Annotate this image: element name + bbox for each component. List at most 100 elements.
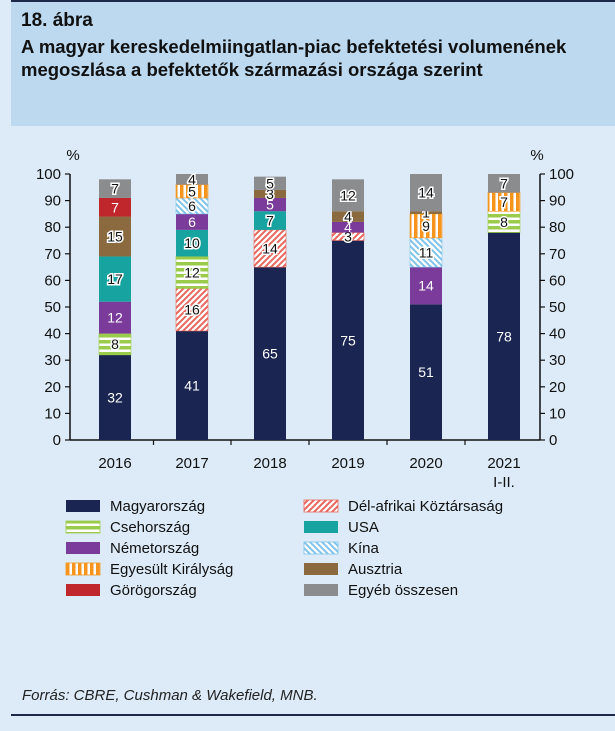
y-tick-label-left: 30 xyxy=(44,352,61,369)
legend-label-nemetorszag: Németország xyxy=(110,540,199,557)
data-label: 8 xyxy=(500,214,508,230)
data-label: 10 xyxy=(184,235,200,251)
y-tick-label-right: 30 xyxy=(549,352,566,369)
y-tick-label-left: 80 xyxy=(44,219,61,236)
y-tick-label-right: 20 xyxy=(549,379,566,396)
bar-segment-ausztria xyxy=(99,216,131,257)
legend-label-kina: Kína xyxy=(348,540,380,557)
bar-segment-ausztria xyxy=(254,189,286,198)
bar-segment-egyeb-osszesen xyxy=(99,179,131,198)
bar-segment-nemetorszag xyxy=(332,221,364,233)
bar-segment-magyarorszag xyxy=(254,267,286,440)
bar-segment-ausztria xyxy=(332,211,364,222)
data-label: 9 xyxy=(422,218,430,234)
data-label: 4 xyxy=(344,219,352,235)
bar-segment-egyeb-osszesen xyxy=(176,174,208,185)
bar-segment-egyeb-osszesen xyxy=(488,174,520,193)
x-tick-label: 2016 xyxy=(98,455,131,472)
figure-number: 18. ábra xyxy=(21,10,93,31)
legend: Magyarország Dél-afrikai Köztársaság Cseho… xyxy=(65,498,503,599)
bar-segment-magyarorszag xyxy=(488,232,520,440)
bars: 3281217157741161210665465147535753441251… xyxy=(98,170,521,440)
y-unit-left: % xyxy=(66,147,79,164)
y-tick-label-right: 60 xyxy=(549,272,566,289)
bottom-rule xyxy=(11,714,615,716)
y-tick-label-right: 90 xyxy=(549,193,566,210)
legend-swatch-egyeb-osszesen xyxy=(304,584,338,596)
data-label: 32 xyxy=(107,389,123,405)
legend-label-magyarorszag: Magyarország xyxy=(110,498,205,515)
data-label: 7 xyxy=(500,175,508,191)
bar-segment-nemetorszag xyxy=(410,267,442,305)
data-label: 5 xyxy=(188,183,196,199)
data-label: 14 xyxy=(262,240,278,256)
data-label: 15 xyxy=(107,229,123,245)
bar-segment-egyesult-kiralysag xyxy=(409,213,443,239)
bar-segment-nemetorszag xyxy=(254,197,286,212)
data-label: 12 xyxy=(184,264,200,280)
bar-segment-magyarorszag xyxy=(332,240,364,440)
legend-swatch-nemetorszag xyxy=(66,542,100,554)
legend-label-egyeb-osszesen: Egyéb összesen xyxy=(348,582,458,599)
bar-segment-nemetorszag xyxy=(176,213,208,230)
data-label: 4 xyxy=(344,209,352,225)
data-label: 12 xyxy=(340,187,356,203)
legend-label-gorogorszag: Görögország xyxy=(110,582,197,599)
x-tick-label-sub: I-II. xyxy=(493,474,515,491)
y-tick-label-left: 90 xyxy=(44,193,61,210)
legend-swatch-gorogorszag xyxy=(66,584,100,596)
legend-swatch-magyarorszag xyxy=(66,500,100,512)
legend-label-csehorszag: Csehország xyxy=(110,519,190,536)
y-unit-right: % xyxy=(530,147,543,164)
bar-segment-gorogorszag xyxy=(99,197,131,217)
data-label: 7 xyxy=(111,181,119,197)
bar-segment-magyarorszag xyxy=(176,330,208,440)
legend-swatch-del-afrikai-koztarsasag xyxy=(303,499,339,513)
y-tick-label-right: 80 xyxy=(549,219,566,236)
data-label: 3 xyxy=(344,229,352,245)
data-label: 3 xyxy=(266,186,274,202)
data-label: 16 xyxy=(184,302,200,318)
bar-segment-ausztria xyxy=(410,211,442,214)
x-tick-label: 2017 xyxy=(175,455,208,472)
bar-segment-kina xyxy=(409,237,443,268)
y-tick-label-left: 60 xyxy=(44,272,61,289)
figure-title: A magyar kereskedelmiingatlan-piac befek… xyxy=(21,36,567,80)
bar-segment-del-afrikai-koztarsasag xyxy=(175,288,209,332)
bar-segment-magyarorszag xyxy=(410,304,442,440)
data-label: 6 xyxy=(188,214,196,230)
data-label: 8 xyxy=(111,336,119,352)
y-tick-label-right: 70 xyxy=(549,246,566,263)
bar-segment-egyeb-osszesen xyxy=(254,176,286,190)
bar-segment-csehorszag xyxy=(98,333,132,356)
data-label: 7 xyxy=(266,213,274,229)
y-tick-label-left: 20 xyxy=(44,379,61,396)
source-note: Forrás: CBRE, Cushman & Wakefield, MNB. xyxy=(22,687,318,704)
data-label: 65 xyxy=(262,346,278,362)
bar-segment-usa xyxy=(254,211,286,230)
y-tick-label-right: 0 xyxy=(549,432,557,449)
data-label: 14 xyxy=(418,278,434,294)
bar-segment-usa xyxy=(176,229,208,257)
x-tick-label: 2018 xyxy=(253,455,286,472)
legend-label-del-afrikai-koztarsasag: Dél-afrikai Köztársaság xyxy=(348,498,503,515)
y-tick-label-right: 10 xyxy=(549,405,566,422)
bar-segment-egyeb-osszesen xyxy=(410,174,442,212)
y-tick-label-left: 70 xyxy=(44,246,61,263)
figure-header: 18. ábra A magyar kereskedelmiingatlan-p… xyxy=(11,0,615,126)
bar-segment-usa xyxy=(99,256,131,302)
data-label: 1 xyxy=(422,205,430,221)
y-tick-label-left: 40 xyxy=(44,326,61,343)
y-tick-label-left: 50 xyxy=(44,299,61,316)
y-tick-label-left: 100 xyxy=(36,166,61,183)
data-label: 7 xyxy=(500,194,508,210)
data-label: 51 xyxy=(418,364,434,380)
x-tick-label: 2021 xyxy=(487,455,520,472)
data-label: 4 xyxy=(188,171,196,187)
data-label: 41 xyxy=(184,377,200,393)
data-label: 12 xyxy=(107,310,123,326)
legend-swatch-ausztria xyxy=(304,563,338,575)
